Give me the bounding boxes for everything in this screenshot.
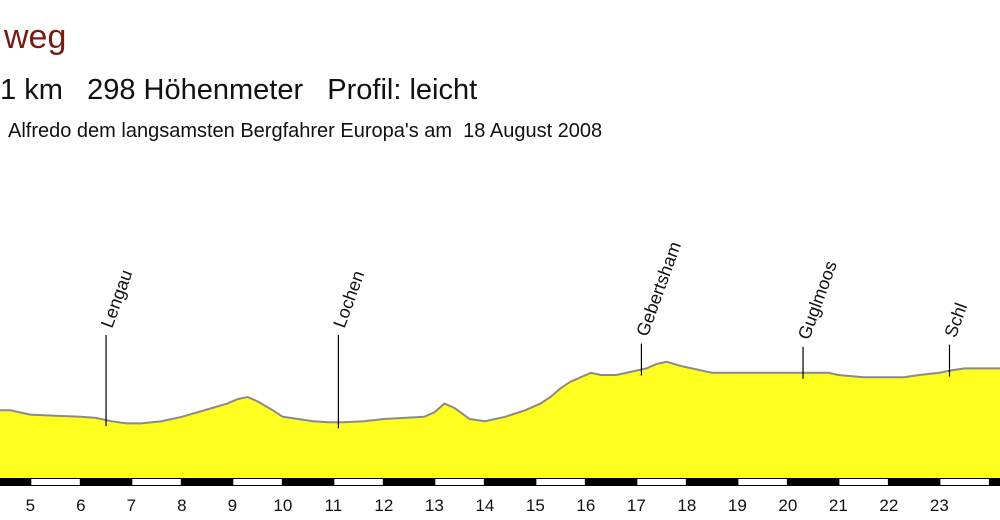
- axis-bar: [0, 478, 1000, 486]
- x-tick-label: 20: [778, 496, 797, 515]
- x-tick-label: 7: [127, 496, 136, 515]
- x-tick-label: 11: [325, 496, 343, 515]
- route-caption: Alfredo dem langsamsten Bergfahrer Europ…: [8, 120, 603, 142]
- place-label: Schl: [940, 300, 971, 340]
- x-tick-label: 23: [930, 496, 949, 515]
- x-tick-label: 9: [228, 496, 237, 515]
- chart-title: weg: [4, 18, 67, 56]
- place-label: Guglmoos: [794, 258, 841, 342]
- x-tick-label: 13: [425, 496, 444, 515]
- axis-segment: [233, 479, 282, 485]
- x-tick-label: 19: [728, 496, 747, 515]
- axis-segment: [839, 479, 888, 485]
- x-tick-label: 18: [677, 496, 696, 515]
- x-tick-label: 12: [374, 496, 393, 515]
- x-tick-label: 17: [627, 496, 646, 515]
- x-tick-label: 14: [475, 496, 494, 515]
- x-tick-label: 15: [526, 496, 545, 515]
- x-tick-label: 5: [26, 496, 35, 515]
- x-tick-label: 21: [829, 496, 848, 515]
- x-tick-label: 8: [177, 496, 186, 515]
- profile-fill: [0, 361, 1000, 478]
- x-tick-label: 6: [76, 496, 85, 515]
- profile-outline: [0, 360, 1000, 425]
- x-tick-label: 16: [576, 496, 595, 515]
- km-axis: 5 6 7 8 9 10 11 12 13 14 15 16 17 18 19 20 21 22 23: [0, 478, 1000, 515]
- profile-area-layer: [0, 360, 1000, 478]
- axis-segment: [940, 479, 989, 485]
- axis-segment: [536, 479, 585, 485]
- axis-segment: [132, 479, 181, 485]
- place-label: Gebertsham: [632, 239, 685, 339]
- place-label: Lengau: [97, 267, 136, 330]
- axis-segment: [31, 479, 80, 485]
- axis-segment: [435, 479, 484, 485]
- x-tick-label: 10: [273, 496, 292, 515]
- x-tick-label: 22: [879, 496, 898, 515]
- axis-segment: [334, 479, 383, 485]
- place-label: Lochen: [329, 268, 368, 330]
- route-stats: ,1 km 298 Höhenmeter Profil: leicht: [0, 74, 478, 106]
- axis-segment: [637, 479, 686, 485]
- axis-segment: [738, 479, 787, 485]
